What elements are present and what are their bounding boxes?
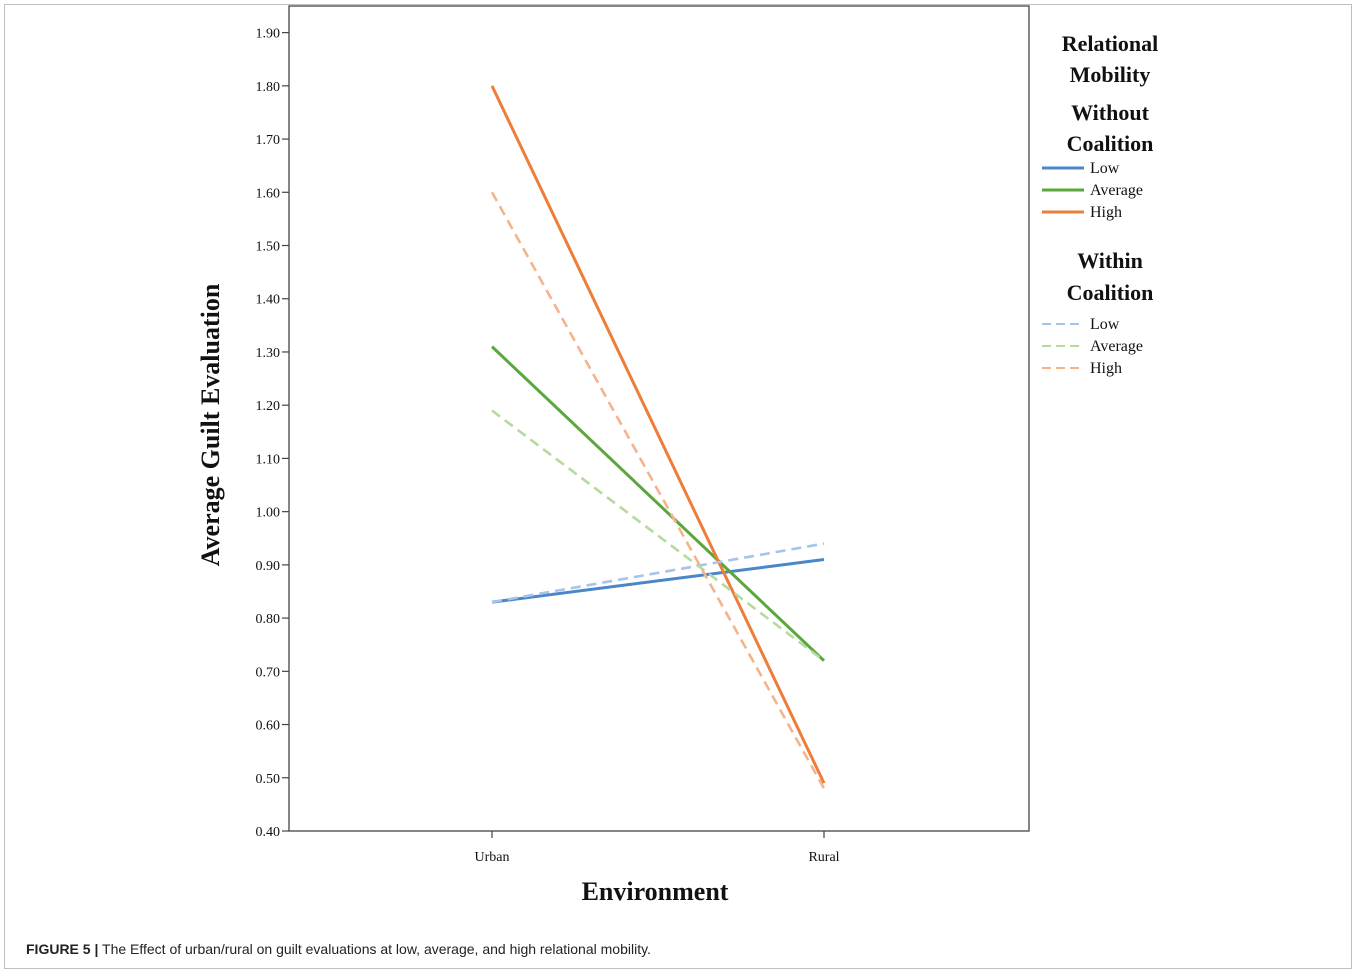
series-line-within-high (490, 191, 826, 790)
legend-title-line: Mobility (1070, 62, 1151, 87)
legend-item-label: High (1090, 360, 1122, 377)
series-line-without-low (491, 558, 825, 604)
legend-group-heading: Coalition (1067, 280, 1154, 305)
y-tick-label: 1.30 (256, 346, 281, 361)
y-tick-label: 1.70 (256, 133, 281, 148)
y-tick-label: 0.40 (256, 825, 281, 840)
y-tick-label: 0.60 (256, 719, 281, 734)
legend-item-label: High (1090, 204, 1122, 221)
figure-caption-label: FIGURE 5 | (26, 941, 99, 957)
legend-item-label: Low (1090, 316, 1120, 333)
x-tick-label: Rural (808, 850, 839, 865)
legend-group-heading: Within (1077, 248, 1143, 273)
y-tick-label: 1.00 (256, 506, 281, 521)
plot-area-border (288, 5, 1030, 832)
x-tick-label: Urban (475, 850, 510, 865)
legend-item-label: Average (1090, 338, 1143, 355)
y-tick-label: 1.60 (256, 186, 281, 201)
x-axis-title: Environment (582, 877, 729, 906)
series-line-within-average (491, 409, 825, 662)
series-line-without-average (490, 345, 826, 662)
y-tick-label: 0.90 (256, 559, 281, 574)
y-tick-label: 0.70 (256, 665, 281, 680)
series-lines (490, 85, 826, 790)
y-tick-label: 1.80 (256, 80, 281, 95)
legend-item-label: Average (1090, 182, 1143, 199)
y-tick-label: 1.50 (256, 240, 281, 255)
legend: Relational Mobility Without Coalition Low Ave… (1042, 31, 1158, 377)
y-tick-label: 0.80 (256, 612, 281, 627)
y-axis-ticks: 0.40 0.50 0.60 0.70 0.80 0.90 1.00 1.10 1.20 1.30… (256, 27, 289, 840)
figure-caption-text: The Effect of urban/rural on guilt evalu… (98, 941, 651, 957)
x-axis-ticks: Urban Rural (475, 831, 840, 865)
legend-group-heading: Without (1071, 100, 1150, 125)
legend-group-heading: Coalition (1067, 131, 1154, 156)
y-tick-label: 1.10 (256, 452, 281, 467)
y-tick-label: 1.40 (256, 293, 281, 308)
legend-item-label: Low (1090, 160, 1120, 177)
figure-frame (4, 4, 1352, 969)
y-tick-label: 1.20 (256, 399, 281, 414)
series-line-within-low (491, 542, 825, 604)
legend-title-line: Relational (1062, 31, 1159, 56)
y-tick-label: 1.90 (256, 27, 281, 42)
y-tick-label: 0.50 (256, 772, 281, 787)
y-axis-title: Average Guilt Evaluation (196, 283, 225, 566)
figure-caption: FIGURE 5 | The Effect of urban/rural on … (26, 941, 651, 957)
series-line-without-high (490, 85, 826, 784)
